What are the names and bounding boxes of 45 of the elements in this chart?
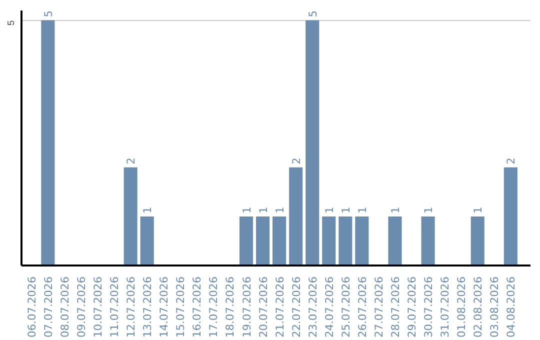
x-tick-label: 20.07.2026: [256, 276, 270, 338]
x-tick-label: 10.07.2026: [92, 276, 105, 338]
x-tick-label: 16.07.2026: [190, 276, 204, 338]
x-tick-label: 19.07.2026: [240, 276, 254, 338]
x-tick-label: 23.07.2026: [306, 276, 320, 338]
data-label: 1: [339, 206, 352, 214]
x-tick-label: 28.07.2026: [388, 276, 402, 338]
data-label: 1: [388, 206, 402, 214]
data-label: 5: [42, 10, 55, 18]
x-tick-label: 13.07.2026: [141, 276, 154, 338]
x-tick-label: 09.07.2026: [74, 276, 88, 338]
x-tick-label: 03.08.2026: [488, 276, 502, 338]
data-label: 1: [256, 206, 270, 214]
x-tick-label: 29.07.2026: [406, 276, 419, 338]
x-tick-label: 21.07.2026: [273, 276, 286, 338]
x-tick-label: 30.07.2026: [422, 276, 436, 338]
data-label: 5: [306, 10, 320, 18]
data-label: 2: [290, 158, 303, 164]
data-label: 2: [504, 158, 518, 164]
x-tick-label: 27.07.2026: [372, 276, 386, 338]
x-tick-label: 01.08.2026: [455, 276, 468, 338]
x-tick-label: 24.07.2026: [322, 276, 336, 338]
data-label: 1: [273, 206, 286, 214]
x-tick-label: 31.07.2026: [438, 276, 452, 338]
data-label: 2: [124, 158, 138, 164]
data-label: 1: [141, 206, 154, 214]
x-tick-label: 18.07.2026: [224, 276, 237, 338]
x-tick-label: 08.07.2026: [58, 276, 72, 338]
x-tick-label: 02.08.2026: [472, 276, 485, 338]
x-tick-label: 26.07.2026: [356, 276, 369, 338]
data-label: 1: [322, 206, 336, 214]
x-tick-label: 25.07.2026: [339, 276, 352, 338]
x-tick-label: 14.07.2026: [158, 276, 171, 338]
data-label: 1: [240, 206, 254, 214]
x-tick-label: 17.07.2026: [207, 276, 220, 338]
x-tick-label: 22.07.2026: [290, 276, 303, 338]
data-label: 1: [472, 206, 485, 214]
x-tick-label: 07.07.2026: [42, 276, 55, 338]
x-tick-label: 15.07.2026: [174, 276, 188, 338]
x-tick-label: 04.08.2026: [504, 276, 518, 338]
x-tick-label: 11.07.2026: [108, 276, 122, 338]
data-label: 1: [356, 206, 369, 214]
data-label: 1: [422, 206, 436, 214]
x-tick-label: 12.07.2026: [124, 276, 138, 338]
x-tick-label: 06.07.2026: [25, 276, 38, 338]
